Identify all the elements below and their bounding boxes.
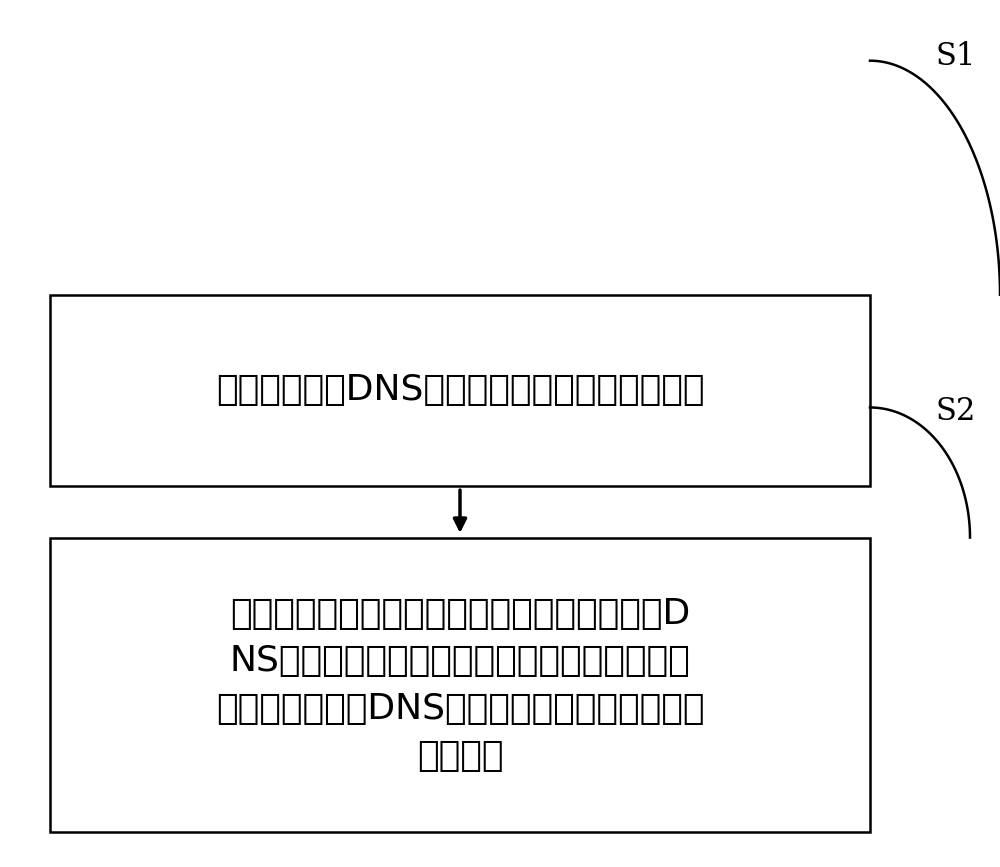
Text: 将所述第一特征信息输入训练完成的用于检测D
NS隧道上层协议的类型的识别模型中，以确定
出所述待检测的DNS隧道流量中所使用的上层协
议的类型: 将所述第一特征信息输入训练完成的用于检测D NS隧道上层协议的类型的识别模型中，… xyxy=(216,596,704,773)
Text: S2: S2 xyxy=(935,396,975,427)
Text: 基于待检测的DNS隧道流量获得其第一特征信息: 基于待检测的DNS隧道流量获得其第一特征信息 xyxy=(216,373,704,407)
Text: S1: S1 xyxy=(935,41,975,72)
Bar xyxy=(50,538,870,832)
Bar xyxy=(50,295,870,486)
